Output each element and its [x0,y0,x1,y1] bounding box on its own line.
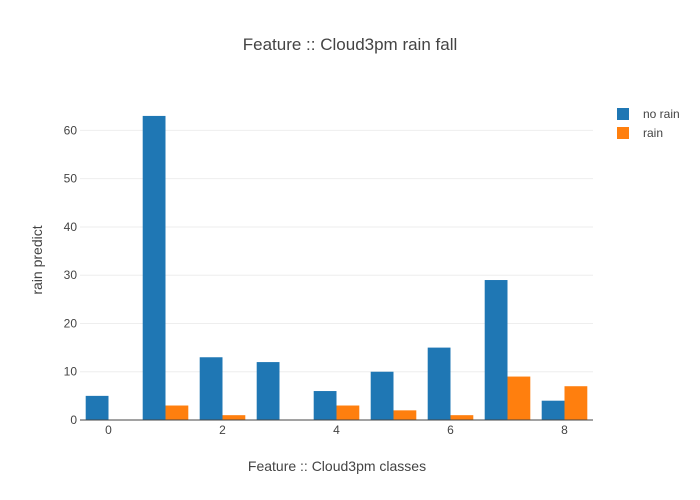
bars [85,115,588,420]
bar-no-rain-1[interactable] [142,115,166,420]
bar-rain-8[interactable] [564,386,588,420]
x-tick-label: 4 [333,423,340,437]
legend[interactable]: no rain rain [617,107,680,140]
y-tick-label: 20 [64,316,78,330]
bar-no-rain-3[interactable] [256,362,280,420]
y-axis-title: rain predict [29,225,45,294]
bar-no-rain-7[interactable] [484,280,508,420]
bar-no-rain-5[interactable] [370,371,394,420]
bar-rain-4[interactable] [336,405,360,420]
y-tick-label: 10 [64,365,78,379]
x-tick-label: 8 [561,423,568,437]
y-tick-label: 0 [70,413,77,427]
x-tick-label: 6 [447,423,454,437]
bar-rain-6[interactable] [450,415,474,420]
bar-no-rain-4[interactable] [313,391,337,420]
y-tick-label: 30 [64,268,78,282]
bar-no-rain-6[interactable] [427,347,451,420]
legend-swatch-no-rain [617,108,629,120]
legend-swatch-rain [617,127,629,139]
bar-no-rain-8[interactable] [541,400,565,420]
bar-no-rain-2[interactable] [199,357,223,420]
x-tick-label: 2 [219,423,226,437]
legend-label-rain[interactable]: rain [643,126,663,140]
y-tick-label: 60 [64,123,78,137]
bar-rain-1[interactable] [165,405,189,420]
x-tick-label: 0 [105,423,112,437]
bar-rain-2[interactable] [222,415,246,420]
y-tick-label: 50 [64,172,78,186]
bar-rain-5[interactable] [393,410,417,420]
x-axis-title: Feature :: Cloud3pm classes [248,458,426,474]
chart-title: Feature :: Cloud3pm rain fall [243,35,458,54]
y-tick-labels: 0 10 20 30 40 50 60 [64,123,78,427]
bar-rain-7[interactable] [507,376,531,420]
y-tick-label: 40 [64,220,78,234]
legend-label-no-rain[interactable]: no rain [643,107,680,121]
x-tick-labels: 0 2 4 6 8 [105,423,568,437]
bar-no-rain-0[interactable] [85,395,109,420]
